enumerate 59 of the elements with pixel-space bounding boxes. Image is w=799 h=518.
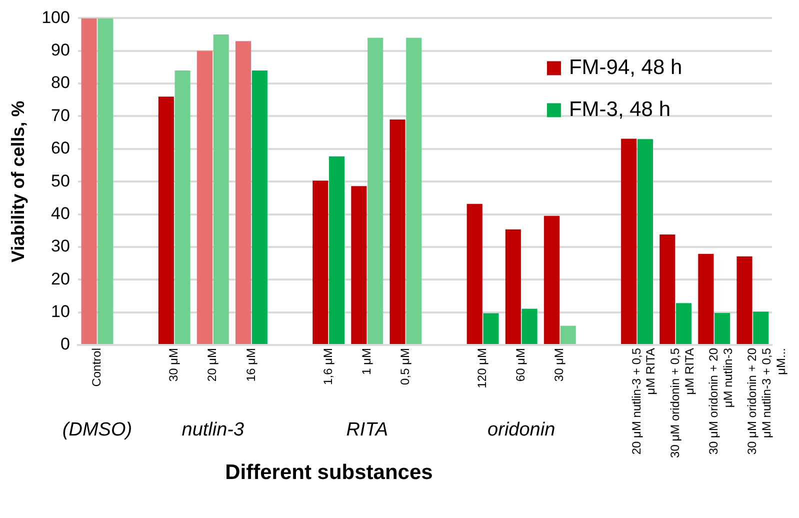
bar	[98, 18, 114, 344]
y-tick-label: 70	[51, 106, 70, 125]
bar	[328, 156, 345, 344]
text: oridonin	[488, 419, 556, 440]
bar	[753, 312, 769, 344]
legend-label: FM-3, 48 h	[568, 98, 671, 121]
y-tick-label: 30	[51, 236, 70, 256]
x-tick-label: 30 μM	[166, 348, 181, 382]
y-tick-label: 50	[51, 171, 70, 190]
x-tick-label: 30 μM	[552, 348, 566, 382]
y-tick-label: 80	[51, 73, 70, 92]
y-tick-label: 10	[51, 302, 70, 322]
text: (DMSO)	[62, 419, 132, 440]
x-tick-label: 20 μM	[205, 348, 220, 382]
bar	[351, 186, 367, 344]
bar	[660, 234, 676, 344]
bar	[158, 96, 174, 344]
bar	[174, 70, 190, 344]
bar	[368, 38, 384, 344]
bar	[406, 38, 422, 344]
bar	[560, 326, 576, 344]
y-tick-label: 60	[51, 138, 70, 158]
bar	[637, 139, 653, 344]
bar	[235, 41, 252, 344]
bar	[196, 50, 212, 344]
bar	[522, 308, 538, 344]
y-tick-label: 90	[51, 40, 70, 60]
x-tick-label: 120 μM	[475, 348, 490, 388]
bar	[213, 34, 229, 344]
bar	[544, 216, 560, 344]
bar	[714, 312, 730, 344]
x-tick-label: Control	[90, 348, 104, 387]
bar	[390, 120, 406, 344]
y-tick-label: 0	[60, 334, 70, 354]
x-tick-label: 1 μM	[359, 348, 374, 375]
x-axis-title: Different substances	[225, 460, 433, 484]
bar	[621, 138, 637, 344]
x-tick-label: 0,5 μM	[398, 348, 412, 385]
x-tick-label: 60 μM	[514, 348, 528, 382]
bar	[252, 70, 268, 344]
bar	[312, 180, 328, 344]
bar	[698, 254, 714, 344]
x-tick-label: 30 μM oridonin + 20 μM nutlin-3 + 0,5 μM...	[745, 348, 788, 455]
bar	[466, 204, 482, 344]
y-axis-title: Viability of cells, %	[8, 100, 28, 262]
x-tick-label: 16 μM	[244, 348, 258, 382]
x-tick-label: 1,6 μM	[320, 348, 335, 385]
bar	[81, 18, 97, 344]
bar	[483, 313, 499, 344]
y-tick-label: 40	[51, 204, 70, 223]
legend-label: FM-94, 48 h	[568, 56, 682, 79]
bar	[736, 256, 752, 344]
y-tick-label: 20	[51, 269, 70, 288]
bar	[505, 229, 521, 344]
bar	[676, 303, 692, 344]
x-tick-label: 20 μM nutlin-3 + 0,5 μM RITA	[629, 348, 658, 455]
y-tick-label: 100	[42, 8, 70, 27]
text: nutlin-3	[182, 419, 244, 440]
text: RITA	[346, 419, 388, 440]
